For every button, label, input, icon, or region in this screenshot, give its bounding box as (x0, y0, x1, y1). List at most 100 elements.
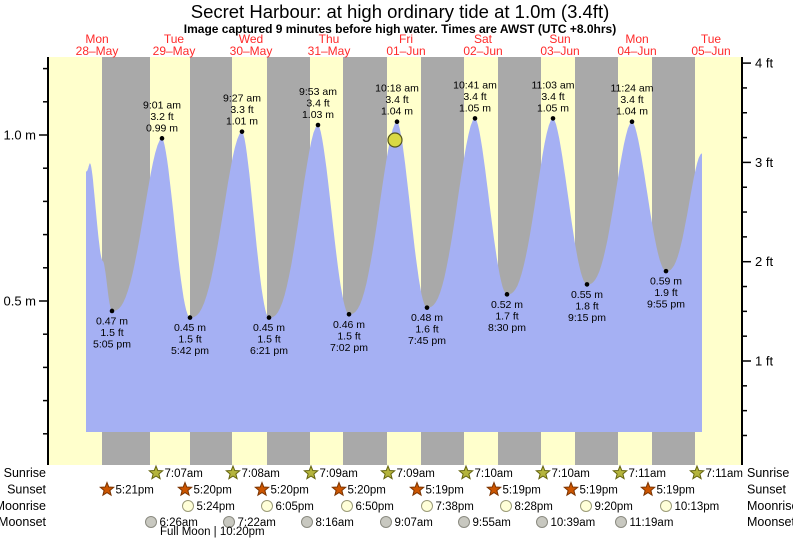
sunset-entry: 5:19pm (409, 481, 464, 497)
current-time-marker (387, 132, 403, 148)
moonrise-entry: 10:13pm (660, 500, 719, 513)
full-moon-label: Full Moon | 10:20pm (160, 526, 265, 538)
almanac-row-label-left: Moonset (0, 515, 47, 529)
moonrise-time: 7:38pm (436, 501, 474, 513)
day-name: Tue (701, 32, 722, 46)
low-tide-text: 0.52 m (491, 299, 523, 311)
moonrise-entry: 5:24pm (182, 500, 235, 513)
low-tide-annotation: 0.59 m1.9 ft9:55 pm (647, 268, 685, 311)
high-tide-text: 3.4 ft (306, 98, 329, 110)
low-tide-text: 5:05 pm (93, 338, 131, 350)
day-name: Mon (625, 32, 648, 46)
axes-layer: 1.0 m 0.5 m 4 ft 3 ft 2 ft 1 ft (3, 56, 773, 465)
sunrise-icon (225, 464, 241, 480)
sunset-icon (99, 481, 115, 497)
moonrise-time: 5:24pm (197, 501, 235, 513)
low-tide-annotation: 0.45 m1.5 ft6:21 pm (250, 315, 288, 357)
low-tide-text: 0.47 m (96, 315, 128, 327)
sunset-time: 5:19pm (580, 485, 618, 497)
sunset-time: 5:19pm (426, 485, 464, 497)
left-axis-label: 1.0 m (3, 128, 36, 143)
moonset-time: 7:22am (238, 517, 276, 529)
sunrise-icon (612, 464, 628, 480)
sunset-time: 5:19pm (657, 485, 695, 497)
moonrise-time: 9:20pm (595, 501, 633, 513)
sunrise-entry: 7:09am (303, 464, 358, 480)
moonset-entry: 6:26am (145, 516, 198, 529)
high-tide-dot (550, 116, 556, 121)
moonset-time: 10:39am (551, 517, 596, 529)
moonrise-icon (580, 500, 592, 512)
moonrise-time: 6:05pm (276, 501, 314, 513)
moonrise-icon (341, 500, 353, 512)
high-tide-text: 3.4 ft (541, 91, 564, 103)
low-tide-text: 9:15 pm (568, 312, 606, 324)
tide-layer (86, 118, 702, 433)
sunset-entry: 5:21pm (99, 481, 154, 497)
moonrise-icon (500, 500, 512, 512)
low-tide-dot (504, 292, 510, 297)
annotations-layer: 9:01 am3.2 ft0.99 m9:27 am3.3 ft1.01 m9:… (93, 79, 685, 357)
moonset-icon (458, 516, 470, 528)
high-tide-text: 3.4 ft (620, 94, 643, 106)
moonset-entry: 9:55am (458, 516, 511, 529)
moonrise-entry: 7:38pm (421, 500, 474, 513)
low-tide-text: 1.6 ft (415, 324, 438, 336)
day-date: 02–Jun (463, 44, 502, 58)
high-tide-text: 3.4 ft (385, 94, 408, 106)
high-tide-text: 9:27 am (223, 93, 261, 105)
almanac-row-label-right: Sunset (747, 483, 786, 497)
low-tide-dot (266, 315, 272, 320)
day-date: 30–May (230, 44, 273, 58)
low-tide-dot (424, 305, 430, 310)
moonrise-icon (660, 500, 672, 512)
low-tide-text: 0.59 m (650, 276, 682, 288)
high-tide-text: 1.03 m (302, 109, 334, 121)
low-tide-dot (584, 282, 590, 287)
moonset-icon (536, 516, 548, 528)
sunrise-time: 7:09am (320, 468, 358, 480)
high-tide-text: 11:24 am (611, 83, 654, 95)
sunrise-icon (148, 464, 164, 480)
moonset-entry: 8:16am (301, 516, 354, 529)
sunset-icon (640, 481, 656, 497)
almanac-row-label-left: Moonrise (0, 499, 46, 513)
sunset-icon (331, 481, 347, 497)
high-tide-dot (159, 136, 165, 141)
sunrise-icon (380, 464, 396, 480)
sunrise-time: 7:11am (629, 468, 667, 480)
sunrise-time: 7:11am (706, 468, 744, 480)
sunrise-entry: 7:11am (689, 464, 744, 480)
sunset-time: 5:20pm (271, 485, 309, 497)
sunrise-time: 7:08am (242, 468, 280, 480)
sunrise-icon (535, 464, 551, 480)
moonset-icon (615, 516, 627, 528)
high-tide-annotation: 11:03 am3.4 ft1.05 m (532, 79, 575, 121)
high-tide-dot (394, 119, 400, 125)
moonrise-entry: 8:28pm (500, 500, 553, 513)
day-name: Thu (319, 32, 340, 46)
day-band (695, 57, 742, 465)
moonset-entry: 9:07am (380, 516, 433, 529)
sunset-icon (177, 481, 193, 497)
moonrise-icon (182, 500, 194, 512)
right-axis-label: 1 ft (755, 354, 773, 369)
low-tide-annotation: 0.48 m1.6 ft7:45 pm (408, 305, 446, 347)
moonset-time: 9:55am (473, 517, 511, 529)
low-tide-text: 8:30 pm (488, 322, 526, 334)
low-tide-dot (109, 308, 115, 314)
day-date: 03–Jun (540, 44, 579, 58)
sunrise-entry: 7:07am (148, 464, 203, 480)
low-tide-text: 1.5 ft (257, 334, 280, 346)
moonset-icon (145, 516, 157, 528)
high-tide-text: 11:03 am (532, 79, 575, 91)
low-tide-dot (663, 268, 669, 274)
low-tide-annotation: 0.52 m1.7 ft8:30 pm (488, 292, 526, 334)
